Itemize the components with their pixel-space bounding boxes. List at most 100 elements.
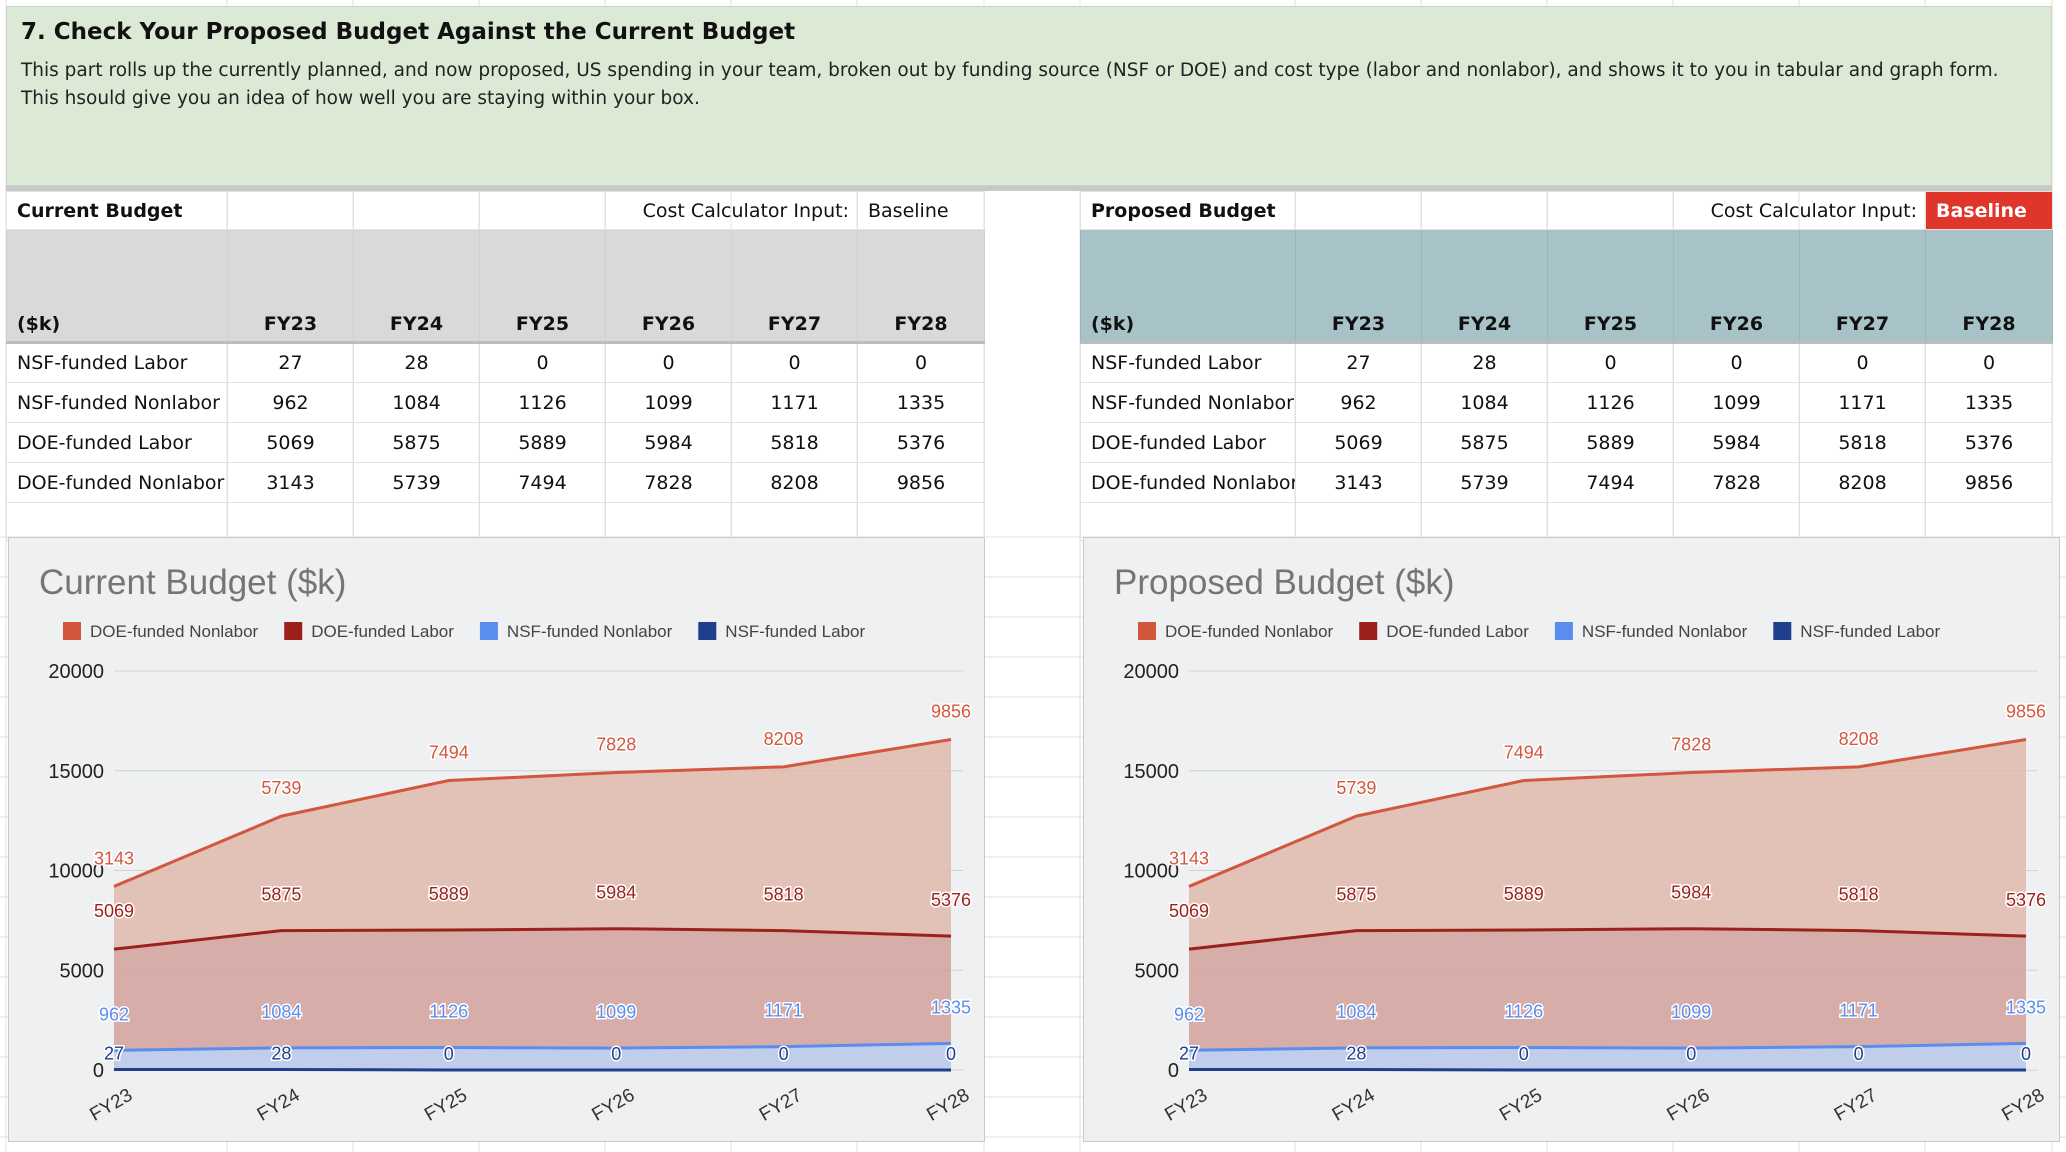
- year-header[interactable]: FY24: [353, 229, 480, 343]
- value-cell[interactable]: 9856: [1925, 462, 2053, 503]
- cell[interactable]: [1295, 502, 1422, 541]
- cell[interactable]: [1547, 191, 1674, 230]
- cell[interactable]: [227, 191, 354, 230]
- year-header[interactable]: FY25: [479, 229, 606, 343]
- value-cell[interactable]: 1126: [479, 382, 606, 423]
- row-label[interactable]: NSF-funded Nonlabor: [6, 382, 228, 423]
- value-cell[interactable]: 3143: [227, 462, 354, 503]
- unit-header[interactable]: ($k): [6, 229, 228, 343]
- year-header[interactable]: FY25: [1547, 229, 1674, 343]
- value-cell[interactable]: 1171: [731, 382, 858, 423]
- cell[interactable]: [479, 502, 606, 541]
- value-cell[interactable]: 5739: [353, 462, 480, 503]
- value-cell[interactable]: 1084: [1421, 382, 1548, 423]
- row-label[interactable]: DOE-funded Labor: [1080, 422, 1296, 463]
- value-cell[interactable]: 5069: [227, 422, 354, 463]
- value-cell[interactable]: 5739: [1421, 462, 1548, 503]
- cell[interactable]: [6, 502, 228, 541]
- cost-calculator-value-badge[interactable]: Baseline: [1925, 191, 2053, 230]
- value-cell[interactable]: 0: [1799, 342, 1926, 383]
- value-cell[interactable]: 5376: [1925, 422, 2053, 463]
- cell[interactable]: [353, 191, 480, 230]
- value-cell[interactable]: 9856: [857, 462, 985, 503]
- value-cell[interactable]: 5875: [353, 422, 480, 463]
- value-cell[interactable]: 5984: [1673, 422, 1800, 463]
- row-label[interactable]: NSF-funded Labor: [1080, 342, 1296, 383]
- value-cell[interactable]: 7828: [605, 462, 732, 503]
- value-cell[interactable]: 1171: [1799, 382, 1926, 423]
- value-cell[interactable]: 5376: [857, 422, 985, 463]
- cell[interactable]: [227, 502, 354, 541]
- value-cell[interactable]: 962: [227, 382, 354, 423]
- value-cell[interactable]: 8208: [1799, 462, 1926, 503]
- data-label: 7828: [1671, 735, 1711, 755]
- cell[interactable]: [1673, 502, 1800, 541]
- value-cell[interactable]: 0: [605, 342, 732, 383]
- value-cell[interactable]: 28: [1421, 342, 1548, 383]
- cell[interactable]: [731, 502, 858, 541]
- series-line: [113, 1041, 952, 1052]
- value-cell[interactable]: 28: [353, 342, 480, 383]
- cell[interactable]: [1295, 191, 1422, 230]
- proposed-budget-title[interactable]: Proposed Budget: [1080, 191, 1296, 230]
- value-cell[interactable]: 0: [731, 342, 858, 383]
- value-cell[interactable]: 1099: [1673, 382, 1800, 423]
- year-header[interactable]: FY28: [857, 229, 985, 343]
- value-cell[interactable]: 7494: [479, 462, 606, 503]
- value-cell[interactable]: 962: [1295, 382, 1422, 423]
- value-cell[interactable]: 5984: [605, 422, 732, 463]
- value-cell[interactable]: 0: [1925, 342, 2053, 383]
- year-header[interactable]: FY27: [731, 229, 858, 343]
- cell[interactable]: [1421, 502, 1548, 541]
- cell[interactable]: [1799, 502, 1926, 541]
- value-cell[interactable]: 0: [1673, 342, 1800, 383]
- value-cell[interactable]: 1084: [353, 382, 480, 423]
- value-cell[interactable]: 1099: [605, 382, 732, 423]
- cell[interactable]: [1547, 502, 1674, 541]
- year-header[interactable]: FY24: [1421, 229, 1548, 343]
- value-cell[interactable]: 5889: [1547, 422, 1674, 463]
- cell[interactable]: [479, 191, 606, 230]
- value-cell[interactable]: 5818: [1799, 422, 1926, 463]
- cost-calculator-value[interactable]: Baseline: [857, 191, 985, 230]
- value-cell[interactable]: 27: [1295, 342, 1422, 383]
- year-header[interactable]: FY28: [1925, 229, 2053, 343]
- row-label[interactable]: DOE-funded Labor: [6, 422, 228, 463]
- current-budget-title[interactable]: Current Budget: [6, 191, 228, 230]
- value-cell[interactable]: 5889: [479, 422, 606, 463]
- year-header[interactable]: FY26: [605, 229, 732, 343]
- value-cell[interactable]: 1335: [857, 382, 985, 423]
- current-budget-chart[interactable]: Current Budget ($k) DOE-funded Nonlabor DO…: [8, 537, 985, 1142]
- value-cell[interactable]: 7828: [1673, 462, 1800, 503]
- row-label[interactable]: NSF-funded Labor: [6, 342, 228, 383]
- value-cell[interactable]: 7494: [1547, 462, 1674, 503]
- year-header[interactable]: FY23: [1295, 229, 1422, 343]
- value-cell[interactable]: 3143: [1295, 462, 1422, 503]
- cell[interactable]: [1080, 502, 1296, 541]
- unit-header[interactable]: ($k): [1080, 229, 1296, 343]
- row-label[interactable]: DOE-funded Nonlabor: [6, 462, 228, 503]
- value-cell[interactable]: 5818: [731, 422, 858, 463]
- value-cell[interactable]: 1126: [1547, 382, 1674, 423]
- value-cell[interactable]: 0: [1547, 342, 1674, 383]
- value-cell[interactable]: 8208: [731, 462, 858, 503]
- row-label[interactable]: NSF-funded Nonlabor: [1080, 382, 1296, 423]
- year-header[interactable]: FY27: [1799, 229, 1926, 343]
- year-header[interactable]: FY26: [1673, 229, 1800, 343]
- cell[interactable]: [857, 502, 985, 541]
- proposed-budget-chart[interactable]: Proposed Budget ($k) DOE-funded Nonlabor D…: [1083, 537, 2060, 1142]
- cell[interactable]: [353, 502, 480, 541]
- cell[interactable]: [605, 502, 732, 541]
- value-cell[interactable]: 5069: [1295, 422, 1422, 463]
- row-label[interactable]: DOE-funded Nonlabor: [1080, 462, 1296, 503]
- year-header[interactable]: FY23: [227, 229, 354, 343]
- cell[interactable]: [1925, 502, 2053, 541]
- value-cell[interactable]: 1335: [1925, 382, 2053, 423]
- cost-calculator-label[interactable]: Cost Calculator Input:: [1673, 191, 1926, 230]
- value-cell[interactable]: 0: [857, 342, 985, 383]
- cell[interactable]: [1421, 191, 1548, 230]
- value-cell[interactable]: 0: [479, 342, 606, 383]
- value-cell[interactable]: 27: [227, 342, 354, 383]
- cost-calculator-label[interactable]: Cost Calculator Input:: [605, 191, 858, 230]
- value-cell[interactable]: 5875: [1421, 422, 1548, 463]
